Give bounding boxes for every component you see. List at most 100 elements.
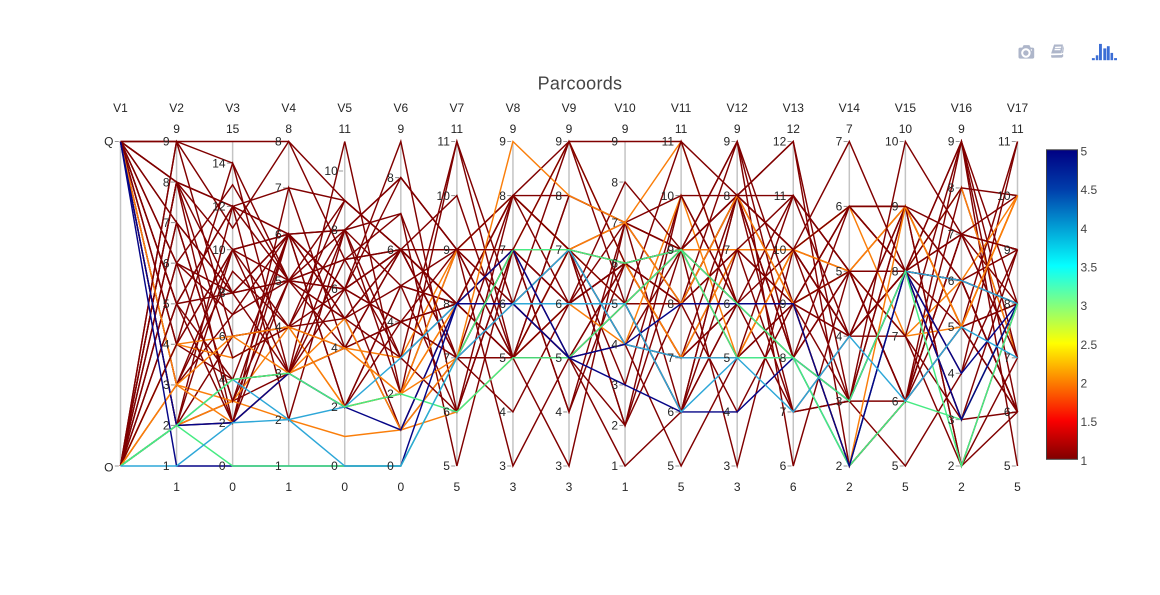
svg-text:9: 9 xyxy=(173,122,180,136)
svg-text:Parcoords: Parcoords xyxy=(538,73,623,93)
svg-text:11: 11 xyxy=(998,135,1011,149)
svg-text:2: 2 xyxy=(219,416,226,430)
svg-text:6: 6 xyxy=(836,200,843,214)
svg-text:5: 5 xyxy=(724,351,731,365)
svg-text:7: 7 xyxy=(555,243,562,257)
svg-text:11: 11 xyxy=(437,135,450,149)
svg-text:8: 8 xyxy=(387,171,394,185)
svg-text:V4: V4 xyxy=(281,101,296,115)
svg-text:7: 7 xyxy=(163,216,170,230)
svg-text:8: 8 xyxy=(611,175,618,189)
svg-text:6: 6 xyxy=(667,405,674,419)
svg-text:Q: Q xyxy=(104,135,113,149)
svg-text:5: 5 xyxy=(892,459,899,473)
svg-text:V2: V2 xyxy=(169,101,184,115)
svg-text:0: 0 xyxy=(229,480,236,494)
svg-text:2: 2 xyxy=(275,413,282,427)
svg-text:4: 4 xyxy=(499,405,506,419)
svg-text:5: 5 xyxy=(555,351,562,365)
svg-text:5: 5 xyxy=(678,480,685,494)
svg-text:11: 11 xyxy=(451,122,464,136)
svg-text:8: 8 xyxy=(163,175,170,189)
svg-text:7: 7 xyxy=(499,243,506,257)
svg-text:5: 5 xyxy=(499,351,506,365)
svg-text:3: 3 xyxy=(499,459,506,473)
svg-text:2: 2 xyxy=(948,459,955,473)
svg-text:5: 5 xyxy=(1081,144,1088,158)
svg-text:9: 9 xyxy=(555,135,562,149)
svg-text:7: 7 xyxy=(667,351,674,365)
svg-text:8: 8 xyxy=(892,265,899,279)
svg-text:1: 1 xyxy=(622,480,629,494)
svg-text:8: 8 xyxy=(667,297,674,311)
svg-text:11: 11 xyxy=(675,122,688,136)
svg-text:5: 5 xyxy=(1004,459,1011,473)
svg-text:5: 5 xyxy=(902,480,909,494)
svg-text:9: 9 xyxy=(622,122,629,136)
svg-text:6: 6 xyxy=(724,297,731,311)
svg-text:1: 1 xyxy=(1081,454,1088,468)
svg-text:6: 6 xyxy=(1004,405,1011,419)
svg-text:6: 6 xyxy=(611,256,618,270)
svg-text:V7: V7 xyxy=(450,101,465,115)
svg-text:4: 4 xyxy=(611,338,618,352)
svg-text:0: 0 xyxy=(219,459,226,473)
svg-text:8: 8 xyxy=(555,189,562,203)
svg-text:9: 9 xyxy=(566,122,573,136)
svg-text:9: 9 xyxy=(611,135,618,149)
svg-text:V14: V14 xyxy=(839,101,861,115)
svg-text:4: 4 xyxy=(555,405,562,419)
svg-text:8: 8 xyxy=(724,189,731,203)
svg-text:6: 6 xyxy=(163,256,170,270)
svg-text:V5: V5 xyxy=(337,101,352,115)
svg-text:3: 3 xyxy=(836,394,843,408)
svg-text:6: 6 xyxy=(499,297,506,311)
svg-text:V1: V1 xyxy=(113,101,128,115)
svg-text:7: 7 xyxy=(846,122,853,136)
svg-text:8: 8 xyxy=(499,189,506,203)
svg-text:1: 1 xyxy=(275,459,282,473)
svg-text:12: 12 xyxy=(787,122,801,136)
svg-text:5: 5 xyxy=(443,459,450,473)
svg-text:3: 3 xyxy=(275,366,282,380)
svg-text:10: 10 xyxy=(324,164,338,178)
svg-text:9: 9 xyxy=(948,135,955,149)
svg-text:4.5: 4.5 xyxy=(1081,183,1098,197)
svg-text:6: 6 xyxy=(443,405,450,419)
svg-text:7: 7 xyxy=(892,329,899,343)
svg-text:6: 6 xyxy=(275,227,282,241)
svg-text:7: 7 xyxy=(780,405,787,419)
svg-text:9: 9 xyxy=(499,135,506,149)
svg-text:6: 6 xyxy=(892,394,899,408)
svg-text:4: 4 xyxy=(219,373,226,387)
svg-text:3: 3 xyxy=(163,378,170,392)
svg-text:9: 9 xyxy=(163,135,170,149)
svg-text:V9: V9 xyxy=(562,101,577,115)
svg-text:O: O xyxy=(104,460,113,474)
svg-text:9: 9 xyxy=(780,297,787,311)
svg-text:2: 2 xyxy=(836,459,843,473)
svg-text:V16: V16 xyxy=(951,101,973,115)
svg-text:9: 9 xyxy=(892,200,899,214)
svg-text:10: 10 xyxy=(661,189,675,203)
svg-text:7: 7 xyxy=(443,351,450,365)
svg-text:4: 4 xyxy=(387,315,394,329)
svg-text:9: 9 xyxy=(1004,243,1011,257)
svg-text:3: 3 xyxy=(1081,299,1088,313)
svg-text:2: 2 xyxy=(331,400,338,414)
svg-text:2: 2 xyxy=(387,387,394,401)
svg-text:6: 6 xyxy=(948,274,955,288)
svg-text:15: 15 xyxy=(226,122,240,136)
svg-text:0: 0 xyxy=(397,480,404,494)
svg-text:V8: V8 xyxy=(506,101,521,115)
svg-text:10: 10 xyxy=(212,243,226,257)
svg-text:3: 3 xyxy=(566,480,573,494)
svg-text:11: 11 xyxy=(662,135,675,149)
svg-text:7: 7 xyxy=(611,216,618,230)
svg-text:5: 5 xyxy=(948,320,955,334)
svg-text:7: 7 xyxy=(948,227,955,241)
svg-text:0: 0 xyxy=(331,459,338,473)
svg-text:3: 3 xyxy=(510,480,517,494)
svg-text:8: 8 xyxy=(219,286,226,300)
svg-text:6: 6 xyxy=(219,329,226,343)
